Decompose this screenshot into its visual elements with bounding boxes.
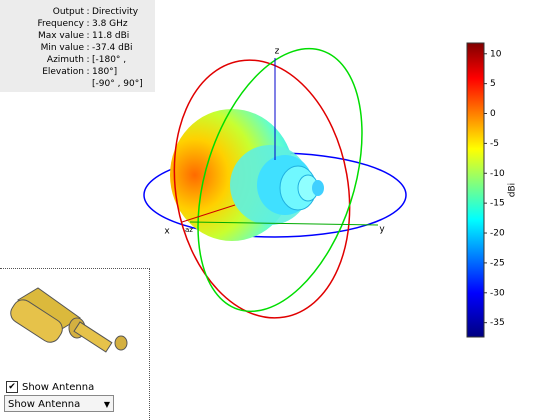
axis-label: y bbox=[379, 225, 385, 235]
colorbar-tick-label: -10 bbox=[490, 169, 505, 179]
info-label: Output bbox=[52, 7, 84, 17]
dropdown-value: Show Antenna bbox=[8, 399, 81, 410]
info-panel: Output: Directivity Frequency:3.8 GHz Max v… bbox=[0, 0, 155, 92]
axis-label: az bbox=[185, 226, 193, 234]
colorbar-tick-label: -25 bbox=[490, 258, 505, 268]
colorbar-tick-label: -20 bbox=[490, 229, 505, 239]
elevation-ring bbox=[173, 59, 351, 319]
info-label: Azimuth bbox=[46, 55, 84, 65]
colorbar-tick-label: -30 bbox=[490, 288, 505, 298]
info-row: Frequency:3.8 GHz bbox=[0, 18, 155, 30]
colorbar bbox=[466, 42, 485, 338]
info-label: Max value bbox=[37, 31, 84, 41]
info-value: [-90° , 90°] bbox=[92, 79, 143, 89]
info-row: Elevation:180°] bbox=[0, 66, 155, 78]
dropdown[interactable]: Show Antenna ▼ bbox=[4, 395, 114, 412]
info-label: Frequency bbox=[37, 19, 85, 29]
info-value: -37.4 dBi bbox=[92, 43, 133, 53]
info-row: [-90° , 90°] bbox=[0, 78, 155, 90]
info-row: Max value:11.8 dBi bbox=[0, 30, 155, 42]
colorbar-tick-label: -15 bbox=[490, 199, 505, 209]
colorbar-tick-label: -35 bbox=[490, 318, 505, 328]
pattern-3d bbox=[170, 109, 324, 241]
antenna-panel bbox=[0, 268, 150, 420]
info-label bbox=[0, 78, 84, 90]
colorbar-tick-label: 10 bbox=[490, 49, 502, 59]
info-row: Azimuth: [-180° , bbox=[0, 54, 155, 66]
checkbox-label: Show Antenna bbox=[22, 381, 95, 393]
info-value: [-180° , bbox=[92, 55, 127, 65]
axis-label: x bbox=[164, 227, 170, 237]
colorbar-label: dBi bbox=[508, 183, 518, 197]
info-label: Elevation bbox=[42, 67, 84, 77]
colorbar-tick-label: 0 bbox=[490, 109, 496, 119]
y-axis bbox=[189, 221, 379, 226]
elevation-ring bbox=[197, 47, 363, 313]
dropdown-arrow[interactable]: ▼ bbox=[103, 400, 110, 409]
axis-label: z bbox=[275, 47, 280, 57]
info-value: Directivity bbox=[92, 7, 139, 17]
checkbox-box[interactable]: ✔ bbox=[6, 381, 18, 393]
info-value: 11.8 dBi bbox=[92, 31, 130, 41]
info-label: Min value bbox=[40, 43, 84, 53]
antenna-model bbox=[10, 287, 128, 353]
show-antenna-checkbox[interactable]: ✔ Show Antenna bbox=[6, 381, 94, 393]
x-axis bbox=[181, 204, 236, 223]
info-value: 180°] bbox=[92, 67, 118, 77]
info-row: Output: Directivity bbox=[0, 6, 155, 18]
colorbar-tick-label: 5 bbox=[490, 79, 496, 89]
info-value: 3.8 GHz bbox=[92, 19, 128, 29]
colorbar-tick-label: -5 bbox=[490, 139, 499, 149]
info-row: Min value: -37.4 dBi bbox=[0, 42, 155, 54]
